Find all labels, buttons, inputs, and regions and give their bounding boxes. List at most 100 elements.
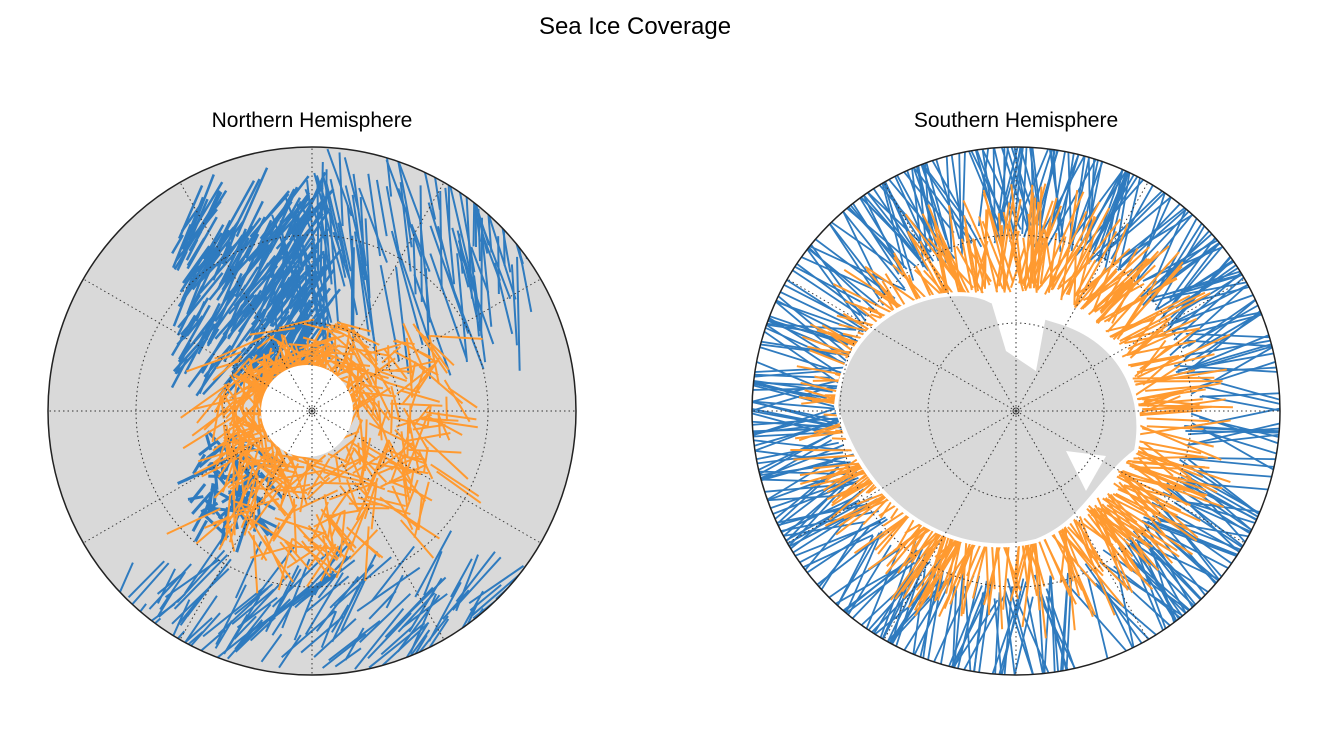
track-line: [951, 589, 957, 675]
track-line: [451, 227, 470, 288]
ice-track-line: [1116, 475, 1182, 512]
track-line: [1146, 520, 1229, 590]
track-line: [390, 230, 424, 346]
ice-track-line: [412, 323, 448, 374]
track-line: [423, 550, 443, 596]
track-line: [322, 250, 330, 324]
track-line: [444, 187, 456, 285]
track-line: [292, 308, 314, 350]
ice-track-line: [402, 323, 424, 368]
ice-track-line: [1029, 192, 1034, 289]
ice-track-line: [1107, 282, 1137, 323]
track-line: [1173, 289, 1267, 324]
ice-track-line: [400, 519, 435, 559]
ice-track-line: [422, 417, 459, 422]
track-line: [313, 617, 357, 658]
ice-track-line: [1145, 405, 1191, 411]
south-hemisphere-map: [751, 146, 1281, 676]
ice-track-line: [352, 446, 394, 475]
ice-track-line: [236, 433, 289, 467]
track-line: [427, 202, 444, 250]
ice-track-line: [349, 503, 369, 549]
ice-track-line: [1081, 270, 1118, 310]
track-line: [1188, 432, 1280, 446]
ice-track-line: [228, 488, 246, 543]
ice-track-line: [387, 440, 412, 483]
track-line: [931, 147, 961, 240]
track-line: [520, 557, 576, 618]
ice-track-line: [196, 388, 226, 424]
track-line: [414, 530, 453, 598]
track-line: [1163, 308, 1275, 333]
grid-meridian: [311, 410, 445, 640]
track-line: [514, 200, 525, 244]
ice-track-line: [252, 534, 259, 594]
ice-track-line: [364, 419, 368, 458]
ice-track-line: [256, 335, 275, 350]
ice-track-line: [963, 215, 980, 292]
track-line: [1103, 155, 1126, 261]
track-line: [429, 253, 468, 359]
grid-meridian: [311, 278, 541, 412]
ice-track-line: [223, 394, 254, 447]
ice-track-line: [1021, 542, 1029, 585]
track-line: [270, 245, 302, 303]
ice-track-line: [259, 360, 304, 369]
ice-track-line: [278, 483, 311, 492]
ice-track-line: [279, 318, 315, 329]
track-line: [457, 240, 477, 295]
track-line: [305, 575, 350, 613]
track-line: [768, 285, 864, 333]
ice-track-line: [329, 326, 370, 349]
ice-track-line: [1060, 207, 1111, 298]
track-line: [283, 248, 302, 302]
track-line: [353, 231, 370, 336]
ice-track-line: [425, 411, 477, 421]
track-line: [187, 174, 215, 241]
track-line: [821, 212, 885, 306]
track-line: [916, 151, 948, 241]
track-line: [809, 526, 870, 598]
track-line: [877, 580, 946, 653]
track-line: [806, 532, 885, 594]
ice-track-line: [288, 489, 339, 515]
track-line: [752, 408, 831, 436]
ice-track-line: [382, 368, 410, 373]
track-line: [217, 587, 269, 635]
track-line: [860, 545, 901, 642]
ice-shelf: [991, 301, 1046, 371]
track-line: [281, 558, 311, 629]
ice-track-line: [443, 379, 471, 423]
track-line: [119, 603, 147, 639]
track-line: [1068, 585, 1137, 662]
ice-track-line: [1048, 525, 1083, 591]
track-line: [752, 321, 847, 365]
track-line: [256, 219, 273, 249]
track-line: [217, 496, 243, 520]
ice-track-line: [1004, 542, 1019, 599]
ice-track-line: [223, 383, 258, 430]
ice-track-line: [166, 507, 221, 535]
track-line: [1185, 332, 1280, 339]
track-line: [196, 629, 226, 655]
ice-track-line: [272, 442, 280, 477]
grid-meridian: [1015, 410, 1149, 640]
ice-track-line: [323, 535, 347, 559]
track-line: [1098, 158, 1133, 249]
ice-track-line: [391, 485, 414, 531]
track-line: [852, 186, 902, 264]
ice-track-line: [1104, 497, 1147, 562]
ice-track-line: [1146, 417, 1210, 423]
track-line: [468, 565, 525, 605]
track-line: [354, 607, 405, 670]
ice-track-line: [319, 545, 340, 582]
track-line: [294, 583, 321, 609]
grid-circle: [223, 322, 401, 500]
ice-track-line: [239, 459, 295, 474]
track-line: [1187, 291, 1267, 348]
track-line: [472, 171, 476, 247]
ice-track-line: [1139, 440, 1202, 455]
ice-track-line: [1032, 528, 1047, 639]
track-line: [785, 255, 868, 317]
ice-track-line: [393, 340, 415, 346]
